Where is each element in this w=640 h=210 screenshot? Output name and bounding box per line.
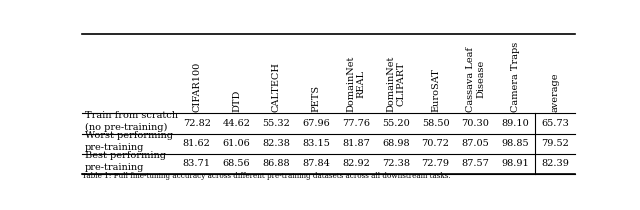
Text: 82.38: 82.38 <box>262 139 290 148</box>
Text: EuroSAT: EuroSAT <box>431 68 440 112</box>
Text: 82.39: 82.39 <box>541 159 569 168</box>
Text: Camera Traps: Camera Traps <box>511 41 520 112</box>
Text: 58.50: 58.50 <box>422 119 449 128</box>
Text: PETS: PETS <box>312 85 321 112</box>
Text: 83.71: 83.71 <box>182 159 211 168</box>
Text: 83.15: 83.15 <box>302 139 330 148</box>
Text: 61.06: 61.06 <box>223 139 250 148</box>
Text: 81.62: 81.62 <box>182 139 211 148</box>
Text: Worst performing: Worst performing <box>85 131 173 140</box>
Text: CALTECH: CALTECH <box>272 62 281 112</box>
Text: 98.85: 98.85 <box>502 139 529 148</box>
Text: 89.10: 89.10 <box>501 119 529 128</box>
Text: 77.76: 77.76 <box>342 119 370 128</box>
Text: Cassava Leaf
Disease: Cassava Leaf Disease <box>466 47 485 112</box>
Text: (no pre-training): (no pre-training) <box>85 123 167 132</box>
Text: 72.38: 72.38 <box>382 159 410 168</box>
Text: Train from scratch: Train from scratch <box>85 110 178 119</box>
Text: DomainNet
CLIPART: DomainNet CLIPART <box>386 55 406 112</box>
Text: 87.57: 87.57 <box>461 159 490 168</box>
Text: average: average <box>550 72 559 112</box>
Text: 55.32: 55.32 <box>262 119 290 128</box>
Text: 87.05: 87.05 <box>461 139 490 148</box>
Text: 72.82: 72.82 <box>182 119 211 128</box>
Text: 70.30: 70.30 <box>461 119 490 128</box>
Text: 65.73: 65.73 <box>541 119 569 128</box>
Text: 68.98: 68.98 <box>382 139 410 148</box>
Text: 68.56: 68.56 <box>223 159 250 168</box>
Text: CIFAR100: CIFAR100 <box>192 62 201 112</box>
Text: 55.20: 55.20 <box>382 119 410 128</box>
Text: 70.72: 70.72 <box>422 139 450 148</box>
Text: 79.52: 79.52 <box>541 139 569 148</box>
Text: Best performing: Best performing <box>85 151 166 160</box>
Text: 98.91: 98.91 <box>501 159 529 168</box>
Text: 86.88: 86.88 <box>262 159 290 168</box>
Text: 44.62: 44.62 <box>223 119 250 128</box>
Text: DomainNet
REAL: DomainNet REAL <box>346 55 365 112</box>
Text: 72.79: 72.79 <box>422 159 450 168</box>
Text: 81.87: 81.87 <box>342 139 370 148</box>
Text: 67.96: 67.96 <box>302 119 330 128</box>
Text: 82.92: 82.92 <box>342 159 370 168</box>
Text: Table 1: Full fine-tuning accuracy across different pre-training datasets across: Table 1: Full fine-tuning accuracy acros… <box>83 172 451 180</box>
Text: DTD: DTD <box>232 89 241 112</box>
Text: pre-training: pre-training <box>85 163 145 172</box>
Text: pre-training: pre-training <box>85 143 145 152</box>
Text: 87.84: 87.84 <box>302 159 330 168</box>
